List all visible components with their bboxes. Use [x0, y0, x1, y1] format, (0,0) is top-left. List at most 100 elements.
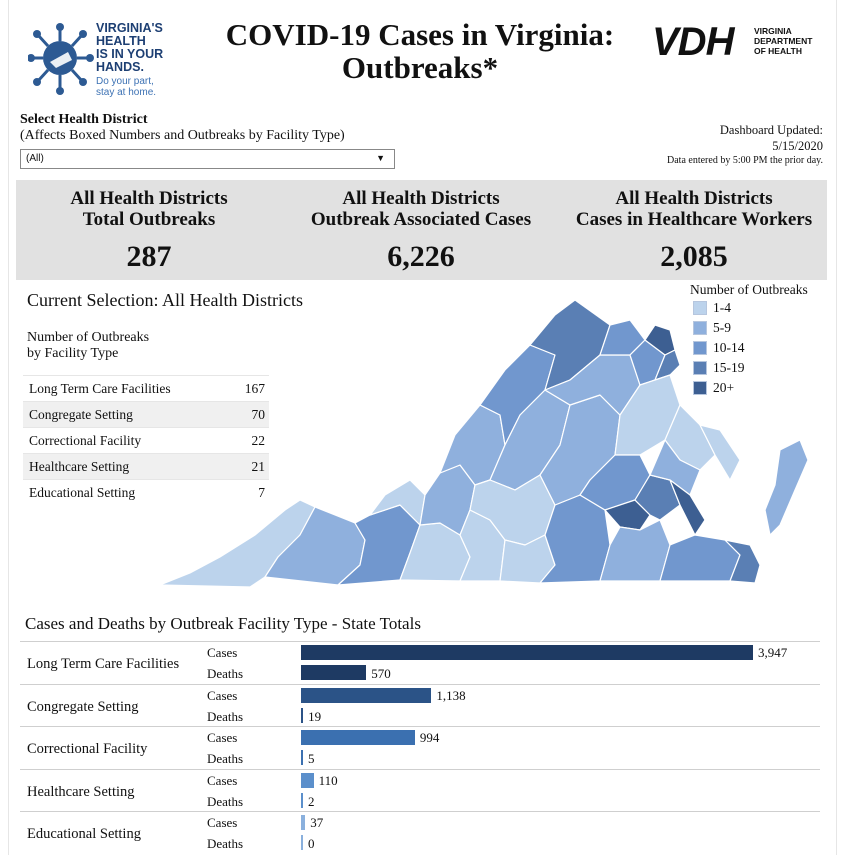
facility-table-heading-line: by Facility Type [27, 346, 119, 361]
bar-value-label: 110 [318, 772, 338, 788]
bar-value-label: 1,138 [436, 687, 466, 703]
current-selection-label: Current Selection: All Health Districts [27, 290, 303, 310]
legend-item[interactable]: 15-19 [693, 358, 808, 378]
map-district[interactable] [699, 424, 741, 481]
bar-group: Congregate Setting Cases 1,138 Deaths 19 [20, 683, 820, 727]
map-district[interactable] [614, 374, 681, 456]
bar[interactable] [301, 835, 303, 851]
facility-label: Educational Setting [29, 484, 136, 500]
legend-label: 15-19 [713, 360, 745, 375]
legend-item[interactable]: 5-9 [693, 318, 808, 338]
selector-subtitle: (Affects Boxed Numbers and Outbreaks by … [20, 128, 345, 143]
kpi-label: Total Outbreaks [82, 209, 216, 230]
cases-deaths-bar-chart: Long Term Care Facilities Cases 3,947 Death… [20, 641, 820, 854]
dropdown-value: (All) [26, 153, 44, 164]
legend-label: 10-14 [713, 340, 745, 355]
bar[interactable] [301, 645, 753, 660]
series-label: Cases [207, 645, 238, 660]
dashboard-updated: Dashboard Updated: 5/15/2020 Data entere… [667, 122, 823, 168]
map-district[interactable] [669, 479, 706, 536]
vdh-sub-line: OF HEALTH [754, 46, 803, 56]
kpi-label: Outbreak Associated Cases [310, 209, 532, 230]
legend-label: 5-9 [713, 320, 731, 335]
legend-title: Number of Outbreaks [690, 282, 808, 297]
bar-value-label: 3,947 [758, 645, 788, 660]
bar-category-label: Healthcare Setting [27, 783, 135, 800]
legend-label: 1-4 [713, 300, 731, 315]
bar-group: Educational Setting Cases 37 Deaths 0 [20, 811, 820, 854]
map-district[interactable] [654, 349, 681, 381]
bar-value-label: 37 [310, 815, 324, 831]
updated-note: Data entered by 5:00 PM the prior day. [667, 155, 823, 166]
chart-title: Cases and Deaths by Outbreak Facility Ty… [25, 614, 421, 633]
legend-item[interactable]: 10-14 [693, 338, 808, 358]
table-row[interactable]: Educational Setting 7 [23, 479, 269, 505]
legend-item[interactable]: 1-4 [693, 298, 808, 318]
series-label: Deaths [207, 666, 244, 681]
updated-date: 5/15/2020 [772, 139, 823, 153]
kpi-band: All Health Districts Total Outbreaks 287… [16, 180, 827, 280]
table-row[interactable]: Healthcare Setting 21 [23, 453, 269, 479]
facility-label: Congregate Setting [29, 406, 133, 422]
page-title-line: COVID-19 Cases in Virginia: [225, 17, 615, 52]
updated-label: Dashboard Updated: [719, 123, 823, 137]
legend-item[interactable]: 20+ [693, 378, 808, 398]
bar-value-label: 19 [308, 708, 322, 724]
bar[interactable] [301, 815, 306, 831]
facility-count: 70 [251, 406, 266, 422]
health-district-dropdown[interactable]: (All) ▼ [20, 149, 395, 169]
table-row[interactable]: Long Term Care Facilities 167 [23, 375, 269, 401]
bar[interactable] [301, 772, 314, 788]
kpi-value: 6,226 [387, 240, 455, 273]
legend-swatch [693, 381, 707, 395]
bar-category-label: Correctional Facility [27, 741, 148, 758]
vdh-sub-line: DEPARTMENT [754, 36, 813, 46]
series-label: Cases [207, 730, 238, 746]
table-row[interactable]: Correctional Facility 22 [23, 427, 269, 453]
virus-icon [28, 23, 94, 95]
bar[interactable] [301, 750, 303, 766]
series-label: Cases [207, 687, 238, 703]
series-label: Cases [207, 815, 238, 831]
bar[interactable] [301, 665, 367, 680]
legend-swatch [693, 341, 707, 355]
facility-table-heading: Number of Outbreaks by Facility Type [27, 330, 149, 362]
map-district[interactable] [764, 439, 809, 536]
kpi-value: 2,085 [660, 240, 728, 273]
map-district[interactable] [724, 539, 761, 584]
map-legend: Number of Outbreaks 1-4 5-9 10-14 15-19 … [688, 282, 808, 398]
bar[interactable] [301, 707, 304, 723]
series-label: Deaths [207, 793, 244, 809]
selector-title: Select Health District [20, 112, 148, 127]
bar-category-label: Long Term Care Facilities [27, 656, 180, 672]
virginia-outbreak-map[interactable] [160, 295, 830, 595]
kpi-label: All Health Districts [342, 188, 500, 209]
bar[interactable] [301, 792, 303, 808]
facility-count: 167 [244, 380, 265, 396]
bar-category-label: Educational Setting [27, 826, 141, 843]
kpi-total-outbreaks: All Health Districts Total Outbreaks 287 [34, 188, 264, 274]
bar[interactable] [301, 687, 432, 703]
logo-tagline: Do your part, [96, 76, 154, 87]
page-title-line: Outbreaks* [341, 50, 499, 85]
legend-swatch [693, 301, 707, 315]
table-row[interactable]: Congregate Setting 70 [23, 401, 269, 427]
chevron-down-icon: ▼ [376, 153, 385, 163]
vdh-logo: VDH VIRGINIA DEPARTMENT OF HEALTH [652, 20, 827, 64]
map-district[interactable] [160, 499, 316, 588]
kpi-value: 287 [126, 240, 172, 273]
map-district[interactable] [604, 499, 651, 531]
bar[interactable] [301, 730, 415, 746]
bar-category-label: Congregate Setting [27, 698, 139, 715]
kpi-healthcare-workers: All Health Districts Cases in Healthcare… [566, 188, 822, 274]
kpi-label: All Health Districts [615, 188, 773, 209]
facility-label: Healthcare Setting [29, 458, 130, 474]
logo-line: VIRGINIA'S [96, 21, 163, 35]
facility-label: Correctional Facility [29, 432, 142, 448]
series-label: Deaths [207, 708, 244, 724]
facility-table-heading-line: Number of Outbreaks [27, 330, 150, 345]
series-label: Cases [207, 772, 238, 788]
facility-count: 22 [251, 432, 266, 448]
map-district[interactable] [644, 324, 676, 356]
map-district[interactable] [599, 519, 671, 582]
